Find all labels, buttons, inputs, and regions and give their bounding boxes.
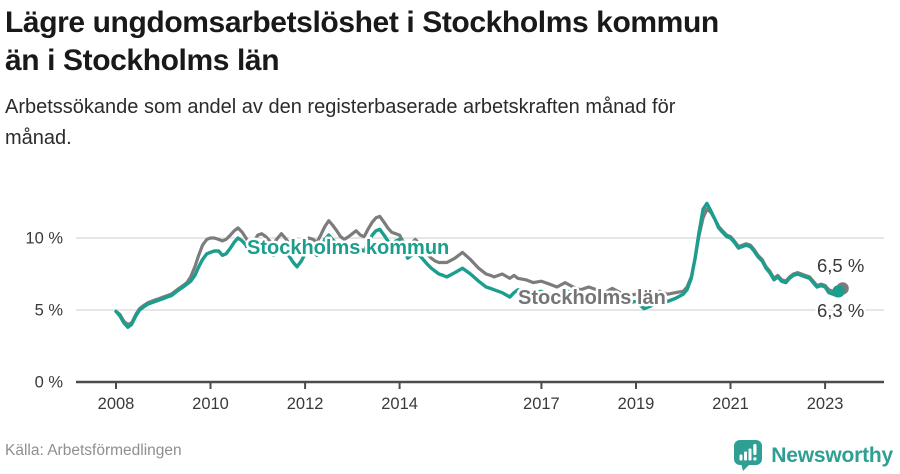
x-tick-label: 2014 <box>381 395 418 413</box>
x-tick-label: 2023 <box>807 395 844 413</box>
y-tick-label: 0 % <box>35 374 64 392</box>
x-tick-label: 2021 <box>712 395 749 413</box>
series-label-stockholms-lan: Stockholms län <box>518 287 666 309</box>
chart-header: Lägre ungdomsarbetslöshet i Stockholms k… <box>5 4 893 154</box>
x-tick-label: 2010 <box>192 395 229 413</box>
series-line-stockholms-lan <box>114 207 843 326</box>
chart-subtitle: Arbetssökande som andel av den registerb… <box>5 92 893 154</box>
brand-lockup: Newsworthy <box>733 438 893 474</box>
page-title-line2: än i Stockholms län <box>5 44 280 77</box>
series-label-stockholms-kommun: Stockholms kommun <box>247 237 449 259</box>
y-tick-label: 5 % <box>35 302 64 320</box>
x-tick-label: 2012 <box>287 395 324 413</box>
x-tick-label: 2017 <box>523 395 560 413</box>
y-tick-label: 10 % <box>25 230 63 248</box>
end-dot-stockholms-kommun <box>832 285 845 298</box>
x-axis: 2008 2010 2012 2014 2017 2019 2021 2023 <box>76 380 884 413</box>
subtitle-line1: Arbetssökande som andel av den registerb… <box>5 96 676 118</box>
subtitle-line2: månad. <box>5 127 72 149</box>
x-tick-label: 2019 <box>618 395 655 413</box>
end-value-label-kommun: 6,3 % <box>817 300 864 321</box>
series-line-stockholms-kommun <box>114 201 843 329</box>
y-axis-labels: 0 % 5 % 10 % <box>25 230 63 392</box>
newsworthy-logo-icon <box>734 440 763 471</box>
brand-name: Newsworthy <box>771 444 893 467</box>
page-title-line1: Lägre ungdomsarbetslöshet i Stockholms k… <box>5 6 719 39</box>
source-note: Källa: Arbetsförmedlingen <box>5 442 182 459</box>
x-tick-label: 2008 <box>98 395 135 413</box>
end-value-label-lan: 6,5 % <box>817 255 864 276</box>
